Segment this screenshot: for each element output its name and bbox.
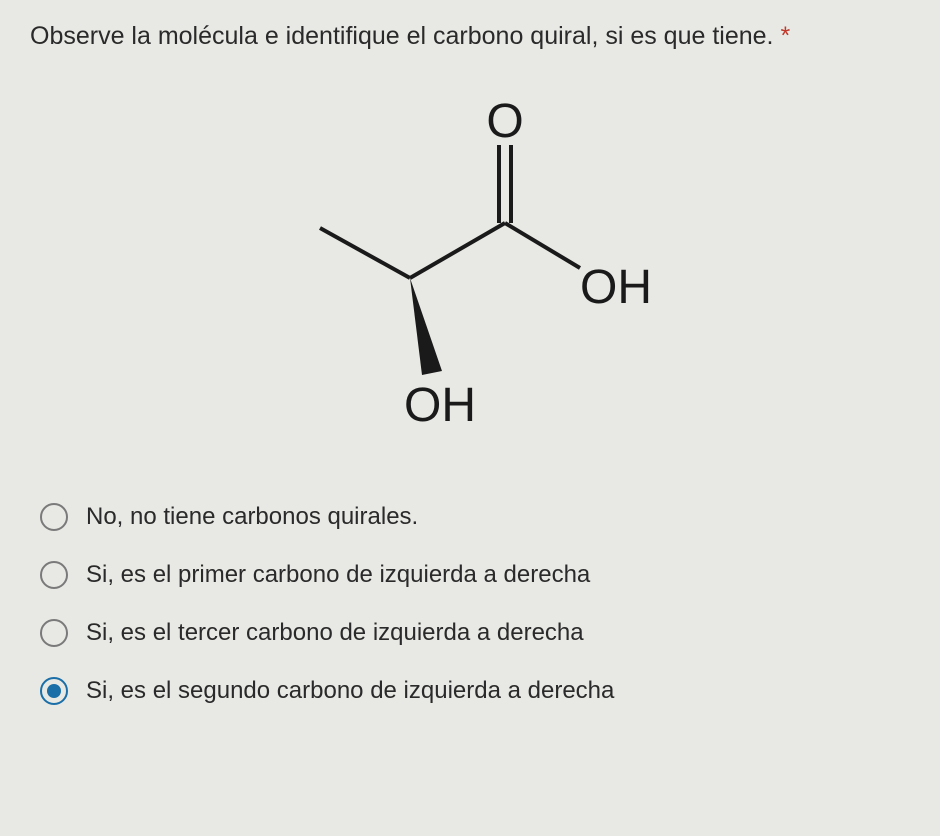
bond-ch3-c2 [320, 228, 410, 278]
options-group: No, no tiene carbonos quirales. Si, es e… [30, 503, 910, 705]
option-2[interactable]: Si, es el tercer carbono de izquierda a … [40, 619, 910, 647]
radio-icon[interactable] [40, 503, 68, 531]
option-label: Si, es el tercer carbono de izquierda a … [86, 619, 584, 647]
atom-oxygen-top: O [486, 95, 523, 148]
bond-c2-c3 [410, 223, 505, 278]
atom-hydroxyl-right: OH [580, 261, 652, 314]
question-text: Observe la molécula e identifique el car… [30, 20, 910, 53]
option-0[interactable]: No, no tiene carbonos quirales. [40, 503, 910, 531]
atom-hydroxyl-bottom: OH [404, 379, 476, 432]
option-1[interactable]: Si, es el primer carbono de izquierda a … [40, 561, 910, 589]
option-label: Si, es el primer carbono de izquierda a … [86, 561, 590, 589]
radio-icon[interactable] [40, 561, 68, 589]
option-3[interactable]: Si, es el segundo carbono de izquierda a… [40, 677, 910, 705]
required-marker: * [780, 22, 790, 50]
bond-c2-oh-wedge [410, 278, 442, 375]
radio-icon[interactable] [40, 619, 68, 647]
molecule-svg: O OH OH [280, 83, 660, 463]
radio-icon[interactable] [40, 677, 68, 705]
option-label: No, no tiene carbonos quirales. [86, 503, 418, 531]
bond-c3-oh [505, 223, 580, 268]
molecule-figure: O OH OH [30, 83, 910, 463]
question-body: Observe la molécula e identifique el car… [30, 22, 774, 50]
option-label: Si, es el segundo carbono de izquierda a… [86, 677, 614, 705]
